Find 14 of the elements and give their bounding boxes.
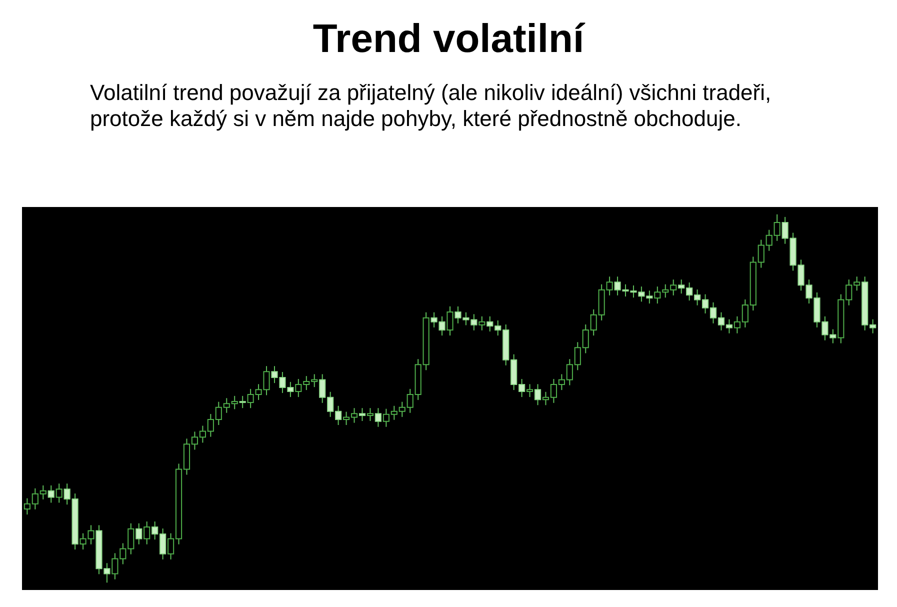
candlestick (48, 484, 54, 504)
candlestick (56, 483, 62, 504)
candlestick (366, 408, 374, 422)
chart-subtitle: Volatilní trend považují za přijatelný (ale nikoliv ideální) všichni tradeři, protože každý si v něm najde pohyby, které přednostně obchoduje. (90, 80, 772, 133)
candlestick (526, 384, 534, 398)
candlestick (358, 408, 366, 422)
candlestick (374, 408, 382, 428)
candlestick (446, 306, 454, 336)
candlestick (136, 522, 142, 545)
candlestick (534, 384, 542, 406)
candlestick (144, 521, 150, 545)
candlestick (239, 395, 246, 409)
chart-title: Trend volatilní (312, 16, 586, 63)
candlestick (478, 316, 486, 331)
